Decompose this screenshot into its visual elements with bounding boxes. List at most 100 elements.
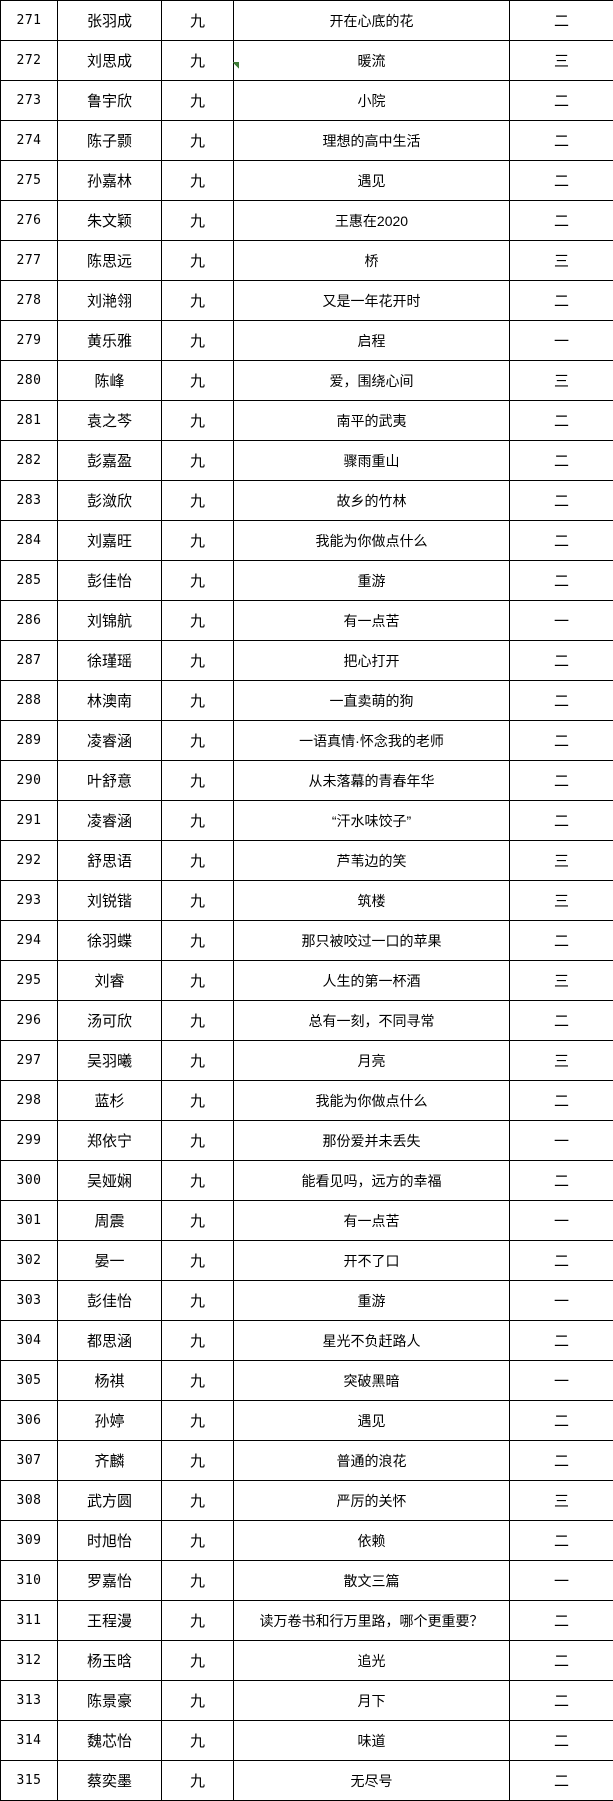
cell-index: 295: [0, 960, 58, 1001]
cell-index: 312: [0, 1640, 58, 1681]
cell-grade: 九: [161, 600, 234, 641]
table-row: 287 徐瑾瑶九把心打开二: [0, 640, 613, 681]
cell-index: 272: [0, 40, 58, 81]
cell-grade: 九: [161, 1400, 234, 1441]
cell-title: 我能为你做点什么: [233, 520, 510, 561]
cell-award: 二: [509, 640, 613, 681]
table-row: 297 吴羽曦九月亮三: [0, 1040, 613, 1081]
cell-grade: 九: [161, 480, 234, 521]
cell-grade: 九: [161, 1360, 234, 1401]
table-row: 310 罗嘉怡九散文三篇一: [0, 1560, 613, 1601]
cell-title: 筑楼: [233, 880, 510, 921]
cell-index: 309: [0, 1520, 58, 1561]
cell-title: 依赖: [233, 1520, 510, 1561]
cell-award: 二: [509, 920, 613, 961]
cell-index: 305: [0, 1360, 58, 1401]
cell-grade: 九: [161, 1480, 234, 1521]
cell-title: 重游: [233, 1280, 510, 1321]
cell-name: 刘滟翎: [57, 280, 162, 321]
cell-grade: 九: [161, 200, 234, 241]
cell-grade: 九: [161, 880, 234, 921]
cell-award: 一: [509, 320, 613, 361]
table-row: 311 王程漫九读万卷书和行万里路，哪个更重要？二: [0, 1600, 613, 1641]
cell-grade: 九: [161, 80, 234, 121]
cell-title: 人生的第一杯酒: [233, 960, 510, 1001]
cell-index: 314: [0, 1720, 58, 1761]
cell-grade: 九: [161, 160, 234, 201]
cell-award: 三: [509, 360, 613, 401]
table-row: 282 彭嘉盈九骤雨重山二: [0, 440, 613, 481]
cell-award: 二: [509, 1080, 613, 1121]
cell-index: 315: [0, 1760, 58, 1801]
table-row: 275 孙嘉林九遇见二: [0, 160, 613, 201]
table-row: 308 武方圆九严厉的关怀三: [0, 1480, 613, 1521]
cell-name: 舒思语: [57, 840, 162, 881]
cell-name: 汤可欣: [57, 1000, 162, 1041]
cell-title: 味道: [233, 1720, 510, 1761]
cell-index: 284: [0, 520, 58, 561]
table-row: 299 郑依宁九那份爱并未丢失一: [0, 1120, 613, 1161]
cell-index: 293: [0, 880, 58, 921]
cell-name: 彭佳怡: [57, 1280, 162, 1321]
cell-name: 吴羽曦: [57, 1040, 162, 1081]
cell-index: 300: [0, 1160, 58, 1201]
cell-name: 王程漫: [57, 1600, 162, 1641]
cell-grade: 九: [161, 1040, 234, 1081]
cell-index: 307: [0, 1440, 58, 1481]
cell-grade: 九: [161, 440, 234, 481]
table-row: 309 时旭怡九依赖二: [0, 1520, 613, 1561]
cell-award: 三: [509, 840, 613, 881]
cell-name: 黄乐雅: [57, 320, 162, 361]
cell-index: 275: [0, 160, 58, 201]
cell-index: 311: [0, 1600, 58, 1641]
cell-award: 二: [509, 1320, 613, 1361]
cell-name: 彭潋欣: [57, 480, 162, 521]
cell-award: 二: [509, 1720, 613, 1761]
cell-title: 散文三篇: [233, 1560, 510, 1601]
table-row: 271 张羽成九开在心底的花二: [0, 0, 613, 41]
cell-award: 二: [509, 1000, 613, 1041]
cell-name: 陈景豪: [57, 1680, 162, 1721]
table-row: 286 刘锦航九有一点苦一: [0, 600, 613, 641]
table-row: 305 杨祺九突破黑暗一: [0, 1360, 613, 1401]
cell-award: 二: [509, 1760, 613, 1801]
cell-name: 时旭怡: [57, 1520, 162, 1561]
cell-index: 273: [0, 80, 58, 121]
cell-name: 吴娅娴: [57, 1160, 162, 1201]
cell-index: 286: [0, 600, 58, 641]
cell-award: 二: [509, 1160, 613, 1201]
cell-name: 孙嘉林: [57, 160, 162, 201]
table-row: 290 叶舒意九从未落幕的青春年华二: [0, 760, 613, 801]
table-row: 288 林澳南九一直卖萌的狗二: [0, 680, 613, 721]
cell-title: 一语真情·怀念我的老师: [233, 720, 510, 761]
cell-award: 三: [509, 240, 613, 281]
cell-title: 总有一刻，不同寻常: [233, 1000, 510, 1041]
table-row: 315 蔡奕墨九无尽号二: [0, 1760, 613, 1801]
table-row: 296 汤可欣九总有一刻，不同寻常二: [0, 1000, 613, 1041]
cell-grade: 九: [161, 840, 234, 881]
cell-award: 二: [509, 160, 613, 201]
cell-index: 274: [0, 120, 58, 161]
cell-index: 290: [0, 760, 58, 801]
cell-title: 又是一年花开时: [233, 280, 510, 321]
cell-grade: 九: [161, 1160, 234, 1201]
table-row: 278 刘滟翎九又是一年花开时二: [0, 280, 613, 321]
cell-grade: 九: [161, 520, 234, 561]
cell-index: 298: [0, 1080, 58, 1121]
cell-title: 那份爱并未丢失: [233, 1120, 510, 1161]
table-row: 285 彭佳怡九重游二: [0, 560, 613, 601]
cell-name: 魏芯怡: [57, 1720, 162, 1761]
cell-name: 彭嘉盈: [57, 440, 162, 481]
cell-title: 能看见吗，远方的幸福: [233, 1160, 510, 1201]
table-row: 273 鲁宇欣九小院二: [0, 80, 613, 121]
cell-name: 陈子颢: [57, 120, 162, 161]
table-row: 300 吴娅娴九能看见吗，远方的幸福二: [0, 1160, 613, 1201]
cell-grade: 九: [161, 1120, 234, 1161]
table-row: 274 陈子颢九理想的高中生活二: [0, 120, 613, 161]
cell-award: 二: [509, 440, 613, 481]
cell-grade: 九: [161, 400, 234, 441]
cell-grade: 九: [161, 640, 234, 681]
cell-name: 凌睿涵: [57, 800, 162, 841]
table-row: 304 都思涵九星光不负赶路人二: [0, 1320, 613, 1361]
